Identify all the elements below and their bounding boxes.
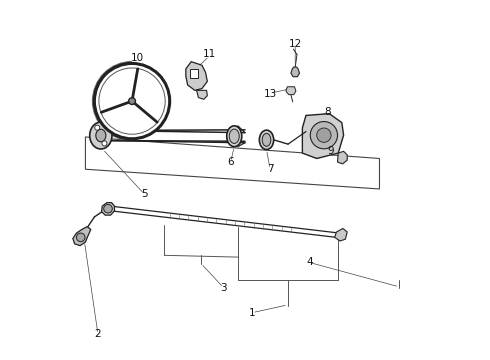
Text: 11: 11 bbox=[202, 49, 216, 59]
Polygon shape bbox=[101, 203, 115, 215]
Text: 3: 3 bbox=[220, 283, 227, 293]
Ellipse shape bbox=[90, 122, 112, 149]
Polygon shape bbox=[186, 62, 207, 90]
Text: 7: 7 bbox=[267, 164, 273, 174]
Ellipse shape bbox=[96, 129, 106, 142]
Circle shape bbox=[317, 128, 331, 142]
Polygon shape bbox=[286, 87, 296, 95]
Circle shape bbox=[95, 63, 170, 139]
Text: 8: 8 bbox=[324, 107, 331, 117]
Circle shape bbox=[104, 204, 112, 213]
Circle shape bbox=[95, 125, 100, 130]
Text: 1: 1 bbox=[249, 308, 255, 318]
Text: 4: 4 bbox=[306, 257, 313, 267]
Polygon shape bbox=[338, 151, 347, 164]
Ellipse shape bbox=[262, 134, 271, 146]
Text: 10: 10 bbox=[131, 53, 144, 63]
Text: 13: 13 bbox=[264, 89, 277, 99]
Ellipse shape bbox=[229, 129, 239, 143]
Text: 12: 12 bbox=[289, 39, 302, 49]
Ellipse shape bbox=[227, 126, 242, 147]
Polygon shape bbox=[73, 226, 91, 246]
Text: 2: 2 bbox=[95, 329, 101, 339]
Text: 6: 6 bbox=[227, 157, 234, 167]
Circle shape bbox=[129, 98, 135, 104]
Text: 9: 9 bbox=[328, 146, 334, 156]
Circle shape bbox=[99, 68, 165, 134]
Ellipse shape bbox=[259, 130, 274, 149]
Text: 5: 5 bbox=[141, 189, 148, 199]
Circle shape bbox=[76, 233, 85, 242]
Circle shape bbox=[102, 141, 107, 146]
Polygon shape bbox=[302, 114, 343, 158]
Polygon shape bbox=[335, 228, 347, 241]
Polygon shape bbox=[196, 90, 207, 99]
Circle shape bbox=[310, 122, 338, 149]
Polygon shape bbox=[190, 69, 198, 78]
Polygon shape bbox=[291, 67, 299, 77]
